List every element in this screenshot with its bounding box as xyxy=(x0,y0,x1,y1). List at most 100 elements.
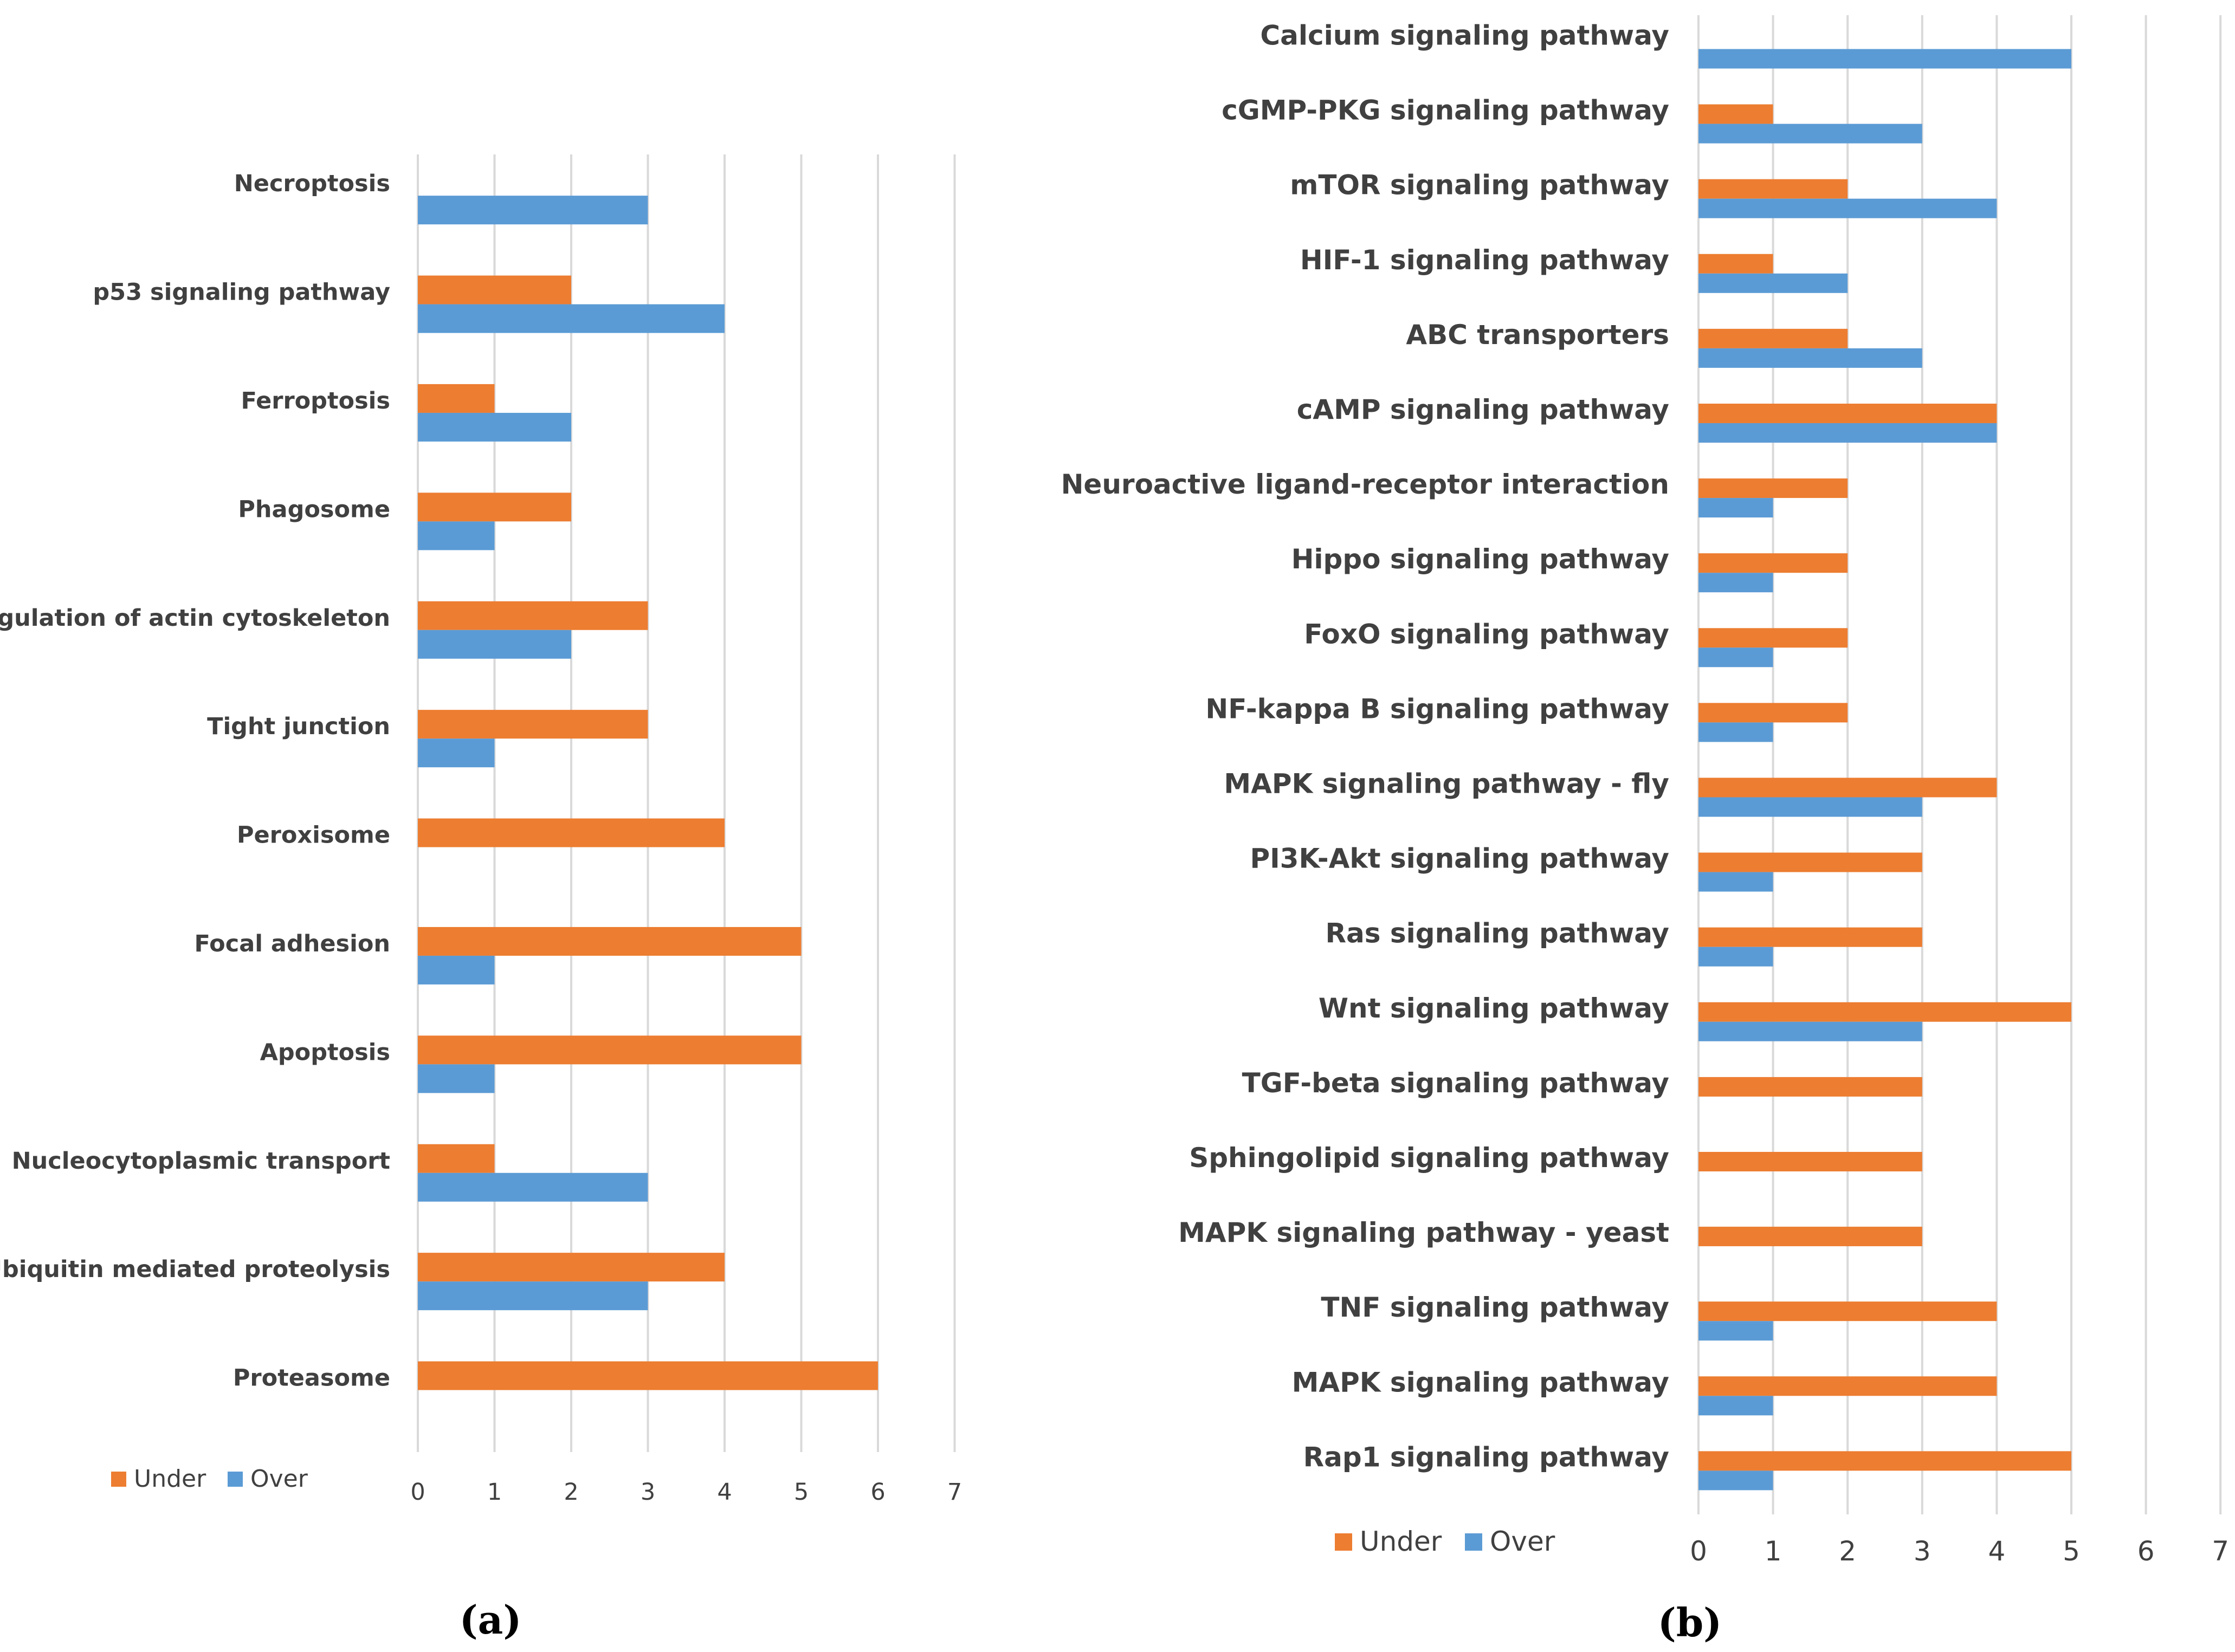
category-label: TGF-beta signaling pathway xyxy=(1242,1067,1669,1099)
bar-over xyxy=(1698,647,1773,668)
category-label: Tight junction xyxy=(207,713,390,740)
bar-under xyxy=(418,601,648,630)
bar-under xyxy=(1698,553,1848,573)
bar-under xyxy=(1698,703,1848,723)
bar-over xyxy=(1698,1021,1922,1041)
x-tick-label: 1 xyxy=(1765,1536,1782,1567)
bar-under xyxy=(1698,179,1848,199)
bar-over xyxy=(1698,498,1773,518)
category-label: NF-kappa B signaling pathway xyxy=(1205,693,1669,724)
bar-over xyxy=(1698,49,2071,69)
bar-over xyxy=(418,412,571,442)
category-label: p53 signaling pathway xyxy=(93,279,390,306)
bar-over xyxy=(418,955,495,984)
x-tick-label: 3 xyxy=(1914,1536,1931,1567)
x-tick-label: 7 xyxy=(2212,1536,2229,1567)
bar-over xyxy=(418,196,648,225)
category-label: FoxO signaling pathway xyxy=(1304,618,1669,650)
bar-over xyxy=(1698,1396,1773,1416)
bar-under xyxy=(1698,778,1997,798)
category-label: ABC transporters xyxy=(1406,319,1669,351)
legend-swatch xyxy=(1335,1533,1352,1551)
category-label: Wnt signaling pathway xyxy=(1319,993,1669,1024)
bar-under xyxy=(418,1035,802,1065)
x-tick-label: 7 xyxy=(947,1479,962,1506)
chart-b: Calcium signaling pathway cGMP-PKG signal… xyxy=(1061,15,2229,1645)
bar-under xyxy=(418,1361,878,1390)
category-label: TNF signaling pathway xyxy=(1321,1292,1669,1323)
category-label: MAPK signaling pathway xyxy=(1292,1366,1669,1398)
x-tick-label: 0 xyxy=(410,1479,425,1506)
category-label: cAMP signaling pathway xyxy=(1297,394,1669,425)
bar-over xyxy=(418,630,571,659)
x-tick-label: 4 xyxy=(1988,1536,2005,1567)
category-label: Neuroactive ligand-receptor interaction xyxy=(1061,469,1669,500)
category-label: Focal adhesion xyxy=(195,930,390,957)
bar-under xyxy=(1698,1227,1922,1247)
category-label: Ras signaling pathway xyxy=(1325,918,1669,949)
bar-over xyxy=(1698,423,1997,443)
category-label: Ubiquitin mediated proteolysis xyxy=(0,1256,390,1283)
bar-over xyxy=(1698,722,1773,742)
bar-under xyxy=(1698,328,1848,348)
bar-under xyxy=(418,275,571,305)
category-label: Nucleocytoplasmic transport xyxy=(12,1148,390,1175)
category-label: Necroptosis xyxy=(234,170,390,197)
bar-under xyxy=(418,818,725,847)
bar-over xyxy=(418,1172,648,1202)
bar-under xyxy=(1698,852,1922,872)
bar-over xyxy=(418,521,495,550)
bar-over xyxy=(418,304,725,333)
bar-over xyxy=(418,738,495,768)
bar-under xyxy=(1698,1376,1997,1396)
category-label: MAPK signaling pathway - fly xyxy=(1224,768,1669,799)
category-label: Regulation of actin cytoskeleton xyxy=(0,605,390,632)
x-tick-label: 4 xyxy=(717,1479,732,1506)
bar-under xyxy=(1698,478,1848,498)
bar-over xyxy=(1698,1470,1773,1491)
category-label: mTOR signaling pathway xyxy=(1290,170,1669,201)
bar-under xyxy=(1698,1002,2071,1022)
category-label: MAPK signaling pathway - yeast xyxy=(1178,1217,1669,1248)
bar-over xyxy=(1698,573,1773,593)
legend-swatch xyxy=(1465,1533,1482,1551)
chart-a: Necroptosis p53 signaling pathway Ferropto… xyxy=(0,154,962,1643)
category-label: cGMP-PKG signaling pathway xyxy=(1222,95,1669,126)
bar-over xyxy=(1698,198,1997,218)
x-tick-label: 3 xyxy=(641,1479,655,1506)
x-tick-label: 1 xyxy=(487,1479,502,1506)
bar-over xyxy=(1698,872,1773,892)
bar-under xyxy=(418,710,648,739)
bar-under xyxy=(1698,1301,1997,1321)
category-label: Hippo signaling pathway xyxy=(1291,543,1669,575)
bar-under xyxy=(418,927,802,956)
category-label: PI3K-Akt signaling pathway xyxy=(1250,843,1669,874)
category-label: HIF-1 signaling pathway xyxy=(1300,244,1669,276)
bar-under xyxy=(1698,628,1848,648)
bar-under xyxy=(1698,104,1773,124)
category-label: Calcium signaling pathway xyxy=(1260,20,1669,51)
bar-under xyxy=(418,1253,725,1282)
bar-over xyxy=(1698,348,1922,368)
bar-under xyxy=(1698,1077,1922,1097)
bar-under xyxy=(1698,1451,2071,1471)
category-label: Rap1 signaling pathway xyxy=(1303,1441,1669,1473)
panel-label: (b) xyxy=(1658,1599,1722,1645)
bar-under xyxy=(418,1144,495,1173)
bar-under xyxy=(418,384,495,413)
category-label: Sphingolipid signaling pathway xyxy=(1189,1142,1669,1174)
x-tick-label: 5 xyxy=(794,1479,809,1506)
bar-under xyxy=(1698,1151,1922,1171)
bar-over xyxy=(1698,273,1848,293)
category-label: Ferroptosis xyxy=(241,387,390,414)
bar-over xyxy=(1698,947,1773,967)
x-tick-label: 2 xyxy=(1839,1536,1856,1567)
x-tick-label: 6 xyxy=(870,1479,885,1506)
legend-swatch xyxy=(228,1472,243,1487)
bar-over xyxy=(1698,797,1922,817)
x-tick-label: 6 xyxy=(2137,1536,2155,1567)
bar-over xyxy=(418,1281,648,1311)
legend-swatch xyxy=(111,1472,126,1487)
bar-under xyxy=(1698,927,1922,947)
